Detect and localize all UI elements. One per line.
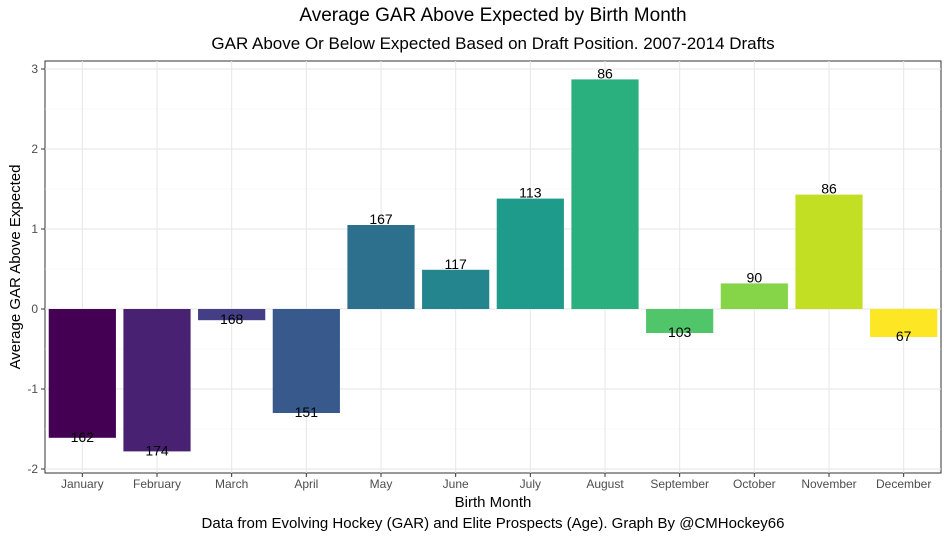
x-tick-label: March <box>215 477 248 491</box>
grid-lines <box>45 61 941 473</box>
data-labels: 162 174 168 151 167 117 113 86 103 90 86 67 <box>71 65 912 458</box>
bars <box>48 79 938 452</box>
x-tick-label: June <box>443 477 469 491</box>
y-axis: -2 -1 0 1 2 3 <box>27 62 45 476</box>
data-label-june: 117 <box>445 256 468 272</box>
bar-july <box>496 198 564 309</box>
data-label-may: 167 <box>369 211 393 227</box>
y-tick-label: 3 <box>31 62 38 76</box>
data-label-january: 162 <box>71 429 95 445</box>
chart-caption: Data from Evolving Hockey (GAR) and Elit… <box>201 515 785 532</box>
bar-august <box>571 79 639 310</box>
bar-may <box>347 225 415 309</box>
x-tick-label: November <box>801 477 856 491</box>
bar-december <box>870 309 938 337</box>
y-tick-label: 1 <box>31 222 38 236</box>
y-tick-label: -1 <box>27 382 38 396</box>
bar-november <box>795 194 863 309</box>
x-tick-label: May <box>370 477 393 491</box>
data-label-april: 151 <box>295 404 319 420</box>
chart-title: Average GAR Above Expected by Birth Mont… <box>299 5 687 26</box>
x-tick-label: December <box>876 477 931 491</box>
x-tick-label: September <box>650 477 709 491</box>
y-tick-label: -2 <box>27 462 38 476</box>
x-tick-label: April <box>294 477 318 491</box>
y-axis-title: Average GAR Above Expected <box>7 165 24 370</box>
bar-april <box>272 309 340 413</box>
bar-october <box>720 283 788 309</box>
y-tick-label: 0 <box>31 302 38 316</box>
bar-february <box>123 309 191 452</box>
data-label-february: 174 <box>145 442 169 458</box>
plot-panel <box>44 60 942 474</box>
bar-march <box>198 309 266 321</box>
data-label-march: 168 <box>220 311 244 327</box>
data-label-july: 113 <box>519 185 542 201</box>
x-axis: January February March April May June July Augu… <box>61 473 931 491</box>
bar-january <box>48 309 116 438</box>
x-tick-label: January <box>61 477 104 491</box>
y-tick-label: 2 <box>31 142 38 156</box>
data-label-october: 90 <box>747 269 763 285</box>
chart-subtitle: GAR Above Or Below Expected Based on Dra… <box>211 34 775 53</box>
x-tick-label: July <box>520 477 541 491</box>
data-label-november: 86 <box>821 181 837 197</box>
bar-june <box>422 269 490 309</box>
x-tick-label: August <box>586 477 624 491</box>
x-tick-label: October <box>733 477 776 491</box>
data-label-december: 67 <box>896 328 912 344</box>
x-tick-label: February <box>133 477 181 491</box>
data-label-september: 103 <box>668 324 692 340</box>
data-label-august: 86 <box>597 65 613 81</box>
bar-september <box>646 309 714 333</box>
x-axis-title: Birth Month <box>455 494 532 511</box>
